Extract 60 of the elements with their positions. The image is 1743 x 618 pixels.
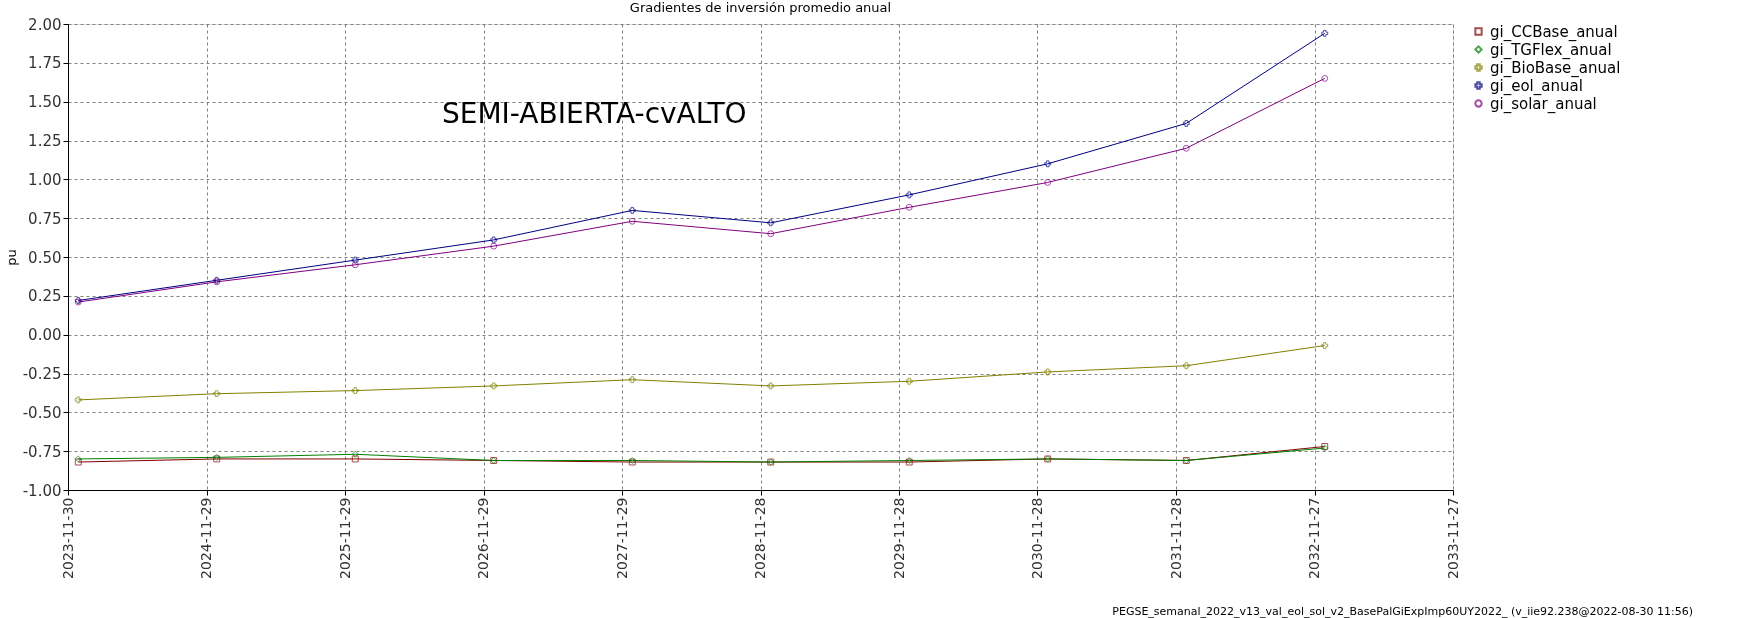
point: [351, 455, 359, 463]
legend-label: gi_solar_anual: [1490, 94, 1597, 114]
y-tick-label: 1.25: [28, 132, 62, 150]
x-tick-label: 2025-11-29: [336, 497, 353, 579]
y-tick-label: 2.00: [28, 15, 62, 34]
x-tick-label: 2029-11-28: [890, 497, 907, 579]
legend-label: gi_TGFlex_anual: [1490, 40, 1612, 60]
y-tick-label: -0.75: [22, 442, 62, 461]
point: [1182, 144, 1190, 152]
point: [351, 256, 359, 264]
x-tick-label: 2031-11-28: [1167, 497, 1184, 579]
x-tick-label: 2028-11-28: [752, 497, 768, 579]
point: [490, 242, 498, 250]
legend-label: gi_eol_anual: [1490, 76, 1583, 96]
point: [351, 387, 359, 395]
point: [351, 261, 359, 269]
y-tick-label: -1.00: [22, 481, 62, 500]
x-tick-label: 2027-11-29: [613, 497, 630, 579]
y-tick-label: 0.75: [28, 209, 62, 228]
point: [905, 203, 913, 211]
point: [628, 217, 636, 225]
y-axis-title: pu: [3, 249, 19, 266]
y-tick-label: 0.00: [28, 326, 62, 345]
y-tick-label: 0.50: [28, 248, 62, 267]
y-tick-label: 1.75: [28, 54, 62, 73]
point: [905, 191, 913, 199]
point: [1182, 362, 1190, 370]
x-tick-label: 2024-11-29: [198, 497, 214, 579]
y-tick-label: 1.50: [28, 93, 62, 112]
point: [1044, 368, 1052, 376]
legend-label: gi_CCBase_anual: [1490, 22, 1618, 42]
x-tick-label: 2030-11-28: [1029, 497, 1045, 579]
point: [767, 230, 775, 238]
point: [1321, 342, 1329, 349]
point: [213, 390, 221, 398]
y-tick-label: -0.25: [22, 365, 62, 383]
annotation: SEMI-ABIERTA-cvALTO: [441, 96, 747, 130]
x-tick-label: 2033-11-27: [1444, 497, 1461, 579]
point: [1044, 160, 1052, 168]
x-tick-label: 2032-11-27: [1306, 497, 1322, 579]
point: [490, 382, 498, 390]
point: [1044, 178, 1052, 186]
text: PEGSE_semanal_2022_v13_val_eol_sol_v2_BasePalGiExpImp60UY2022_ (v_iie92.238@2022-08-30 11:56): [1112, 605, 1693, 618]
point: [905, 377, 913, 385]
point: [767, 382, 775, 390]
y-tick-label: -0.50: [22, 403, 62, 422]
point: [1182, 119, 1190, 127]
point: [767, 219, 775, 227]
y-tick-label: 1.00: [28, 170, 62, 189]
point: [74, 396, 82, 404]
point: [490, 236, 498, 244]
legend-label: gi_BioBase_anual: [1490, 58, 1621, 78]
chart-title: Gradientes de inversión promedio anual: [629, 0, 892, 15]
x-tick-label: 2026-11-29: [475, 497, 491, 579]
point: [351, 450, 359, 458]
point: [628, 376, 636, 384]
point: [1321, 29, 1329, 37]
y-tick-label: 0.25: [28, 287, 62, 306]
x-tick-label: 2023-11-30: [59, 497, 76, 579]
point: [628, 206, 636, 214]
